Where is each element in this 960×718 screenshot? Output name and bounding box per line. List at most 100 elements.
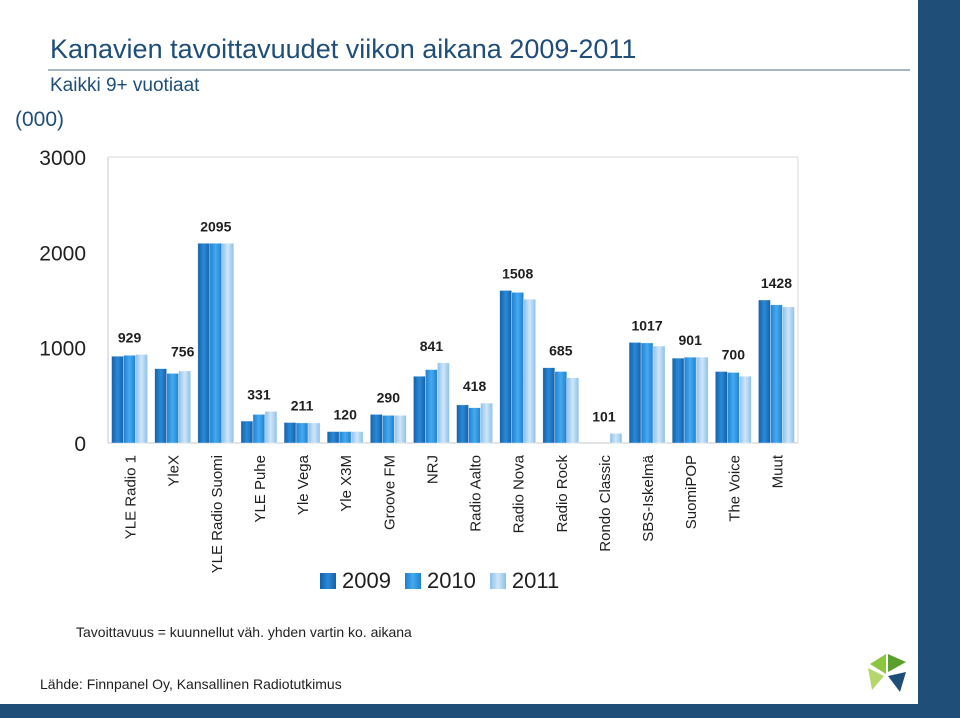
legend-label-2009: 2009 xyxy=(342,568,391,593)
data-label: 756 xyxy=(171,344,195,360)
bar-2011-13 xyxy=(695,356,709,444)
bar-2009-6 xyxy=(370,414,383,444)
bar-2009-15 xyxy=(758,299,771,444)
bar-2010-13 xyxy=(683,356,697,444)
x-category-label: YLE Puhe xyxy=(252,455,269,523)
company-logo-icon xyxy=(868,654,906,692)
legend-swatch-2011 xyxy=(489,573,506,589)
bar-2009-4 xyxy=(283,422,297,444)
x-category-label: Groove FM xyxy=(381,455,398,530)
data-label: 331 xyxy=(247,386,271,402)
data-label: 685 xyxy=(549,343,573,359)
bar-2009-9 xyxy=(499,290,512,444)
title-divider xyxy=(48,69,910,71)
bar-2009-12 xyxy=(628,342,642,444)
bar-2010-10 xyxy=(554,371,568,444)
bar-2009-0 xyxy=(111,355,124,444)
y-tick-label: 3000 xyxy=(39,147,86,170)
legend-swatch-2009 xyxy=(320,573,336,589)
y-tick-label: 0 xyxy=(74,433,86,456)
x-category-label: Yle X3M xyxy=(338,455,355,512)
data-label: 1428 xyxy=(761,275,792,291)
x-category-label: Radio Aalto xyxy=(468,455,485,532)
data-label: 290 xyxy=(377,389,401,405)
footnote: Tavoittavuus = kuunnellut väh. yhden var… xyxy=(76,624,412,640)
bar-2009-10 xyxy=(542,367,556,444)
bar-2009-8 xyxy=(456,404,469,444)
bar-2011-9 xyxy=(523,298,536,444)
y-axis-unit-label: (000) xyxy=(15,108,65,131)
bar-2011-2 xyxy=(221,242,235,444)
x-category-label: The Voice xyxy=(726,455,743,522)
bar-2010-15 xyxy=(770,304,783,444)
x-category-label: YLE Radio 1 xyxy=(123,455,140,539)
bar-2009-13 xyxy=(671,357,685,444)
bar-2010-2 xyxy=(209,242,223,444)
legend-item-2009: 2009 xyxy=(320,568,391,594)
bar-2010-6 xyxy=(382,415,395,444)
page-subtitle: Kaikki 9+ vuotiaat xyxy=(50,75,200,96)
data-label: 1017 xyxy=(631,317,662,333)
bar-2010-0 xyxy=(123,354,136,444)
x-category-label: Rondo Classic xyxy=(597,455,614,552)
x-category-label: Yle Vega xyxy=(295,454,312,515)
bar-2011-3 xyxy=(264,411,278,444)
bar-2011-4 xyxy=(307,422,321,444)
data-label: 700 xyxy=(722,347,746,363)
bar-2009-1 xyxy=(154,368,167,444)
x-category-label: YLE Radio Suomi xyxy=(209,455,226,573)
legend-item-2011: 2011 xyxy=(489,568,560,594)
data-label: 120 xyxy=(334,407,358,423)
bar-2011-10 xyxy=(566,377,580,444)
bar-2010-4 xyxy=(295,422,309,444)
x-category-label: Radio Nova xyxy=(511,454,528,533)
legend-swatch-2010 xyxy=(404,573,421,589)
legend-item-2010: 2010 xyxy=(404,568,476,594)
data-label: 841 xyxy=(420,338,444,354)
bar-2010-3 xyxy=(252,414,266,444)
bar-2011-7 xyxy=(437,362,450,444)
chart-legend: 2009 2010 2011 xyxy=(320,568,559,594)
bar-2011-8 xyxy=(480,402,493,444)
data-label: 211 xyxy=(291,398,314,414)
y-tick-label: 2000 xyxy=(39,242,86,265)
data-label: 101 xyxy=(592,408,616,424)
legend-label-2011: 2011 xyxy=(511,568,560,593)
x-category-label: SuomiPOP xyxy=(683,455,700,529)
data-label: 901 xyxy=(679,332,703,348)
x-category-label: YleX xyxy=(166,455,183,487)
y-tick-label: 1000 xyxy=(39,338,86,361)
bar-2010-8 xyxy=(468,407,481,444)
data-label: 1508 xyxy=(502,265,533,281)
bar-2010-14 xyxy=(727,372,740,444)
bar-2010-5 xyxy=(338,431,352,444)
bar-2009-7 xyxy=(413,375,426,444)
bar-2010-12 xyxy=(640,342,654,444)
bar-2009-5 xyxy=(326,431,340,444)
bar-2009-14 xyxy=(715,371,728,444)
data-label: 2095 xyxy=(200,218,231,234)
sidebar-decoration xyxy=(918,0,960,718)
bar-2011-6 xyxy=(394,415,407,444)
x-category-label: Radio Rock xyxy=(554,455,571,533)
bottom-bar-decoration xyxy=(0,704,960,718)
bar-2010-1 xyxy=(166,373,179,444)
bar-2011-15 xyxy=(782,306,795,444)
bar-2010-7 xyxy=(425,369,438,444)
data-label: 929 xyxy=(118,329,142,345)
bar-2010-9 xyxy=(511,292,524,444)
bar-2011-11 xyxy=(609,433,623,444)
x-category-label: NRJ xyxy=(424,455,441,484)
bar-2011-1 xyxy=(178,370,191,444)
x-category-label: Muut xyxy=(769,454,786,488)
bar-2011-5 xyxy=(350,431,364,444)
bar-2011-12 xyxy=(652,345,666,444)
page-title: Kanavien tavoittavuudet viikon aikana 20… xyxy=(50,34,637,64)
source-note: Lähde: Finnpanel Oy, Kansallinen Radiotu… xyxy=(40,676,342,692)
x-category-label: SBS-Iskelmä xyxy=(640,454,657,541)
bar-2011-0 xyxy=(135,354,148,444)
bar-2011-14 xyxy=(739,375,752,444)
legend-label-2010: 2010 xyxy=(426,568,476,593)
bar-2009-2 xyxy=(197,242,211,444)
